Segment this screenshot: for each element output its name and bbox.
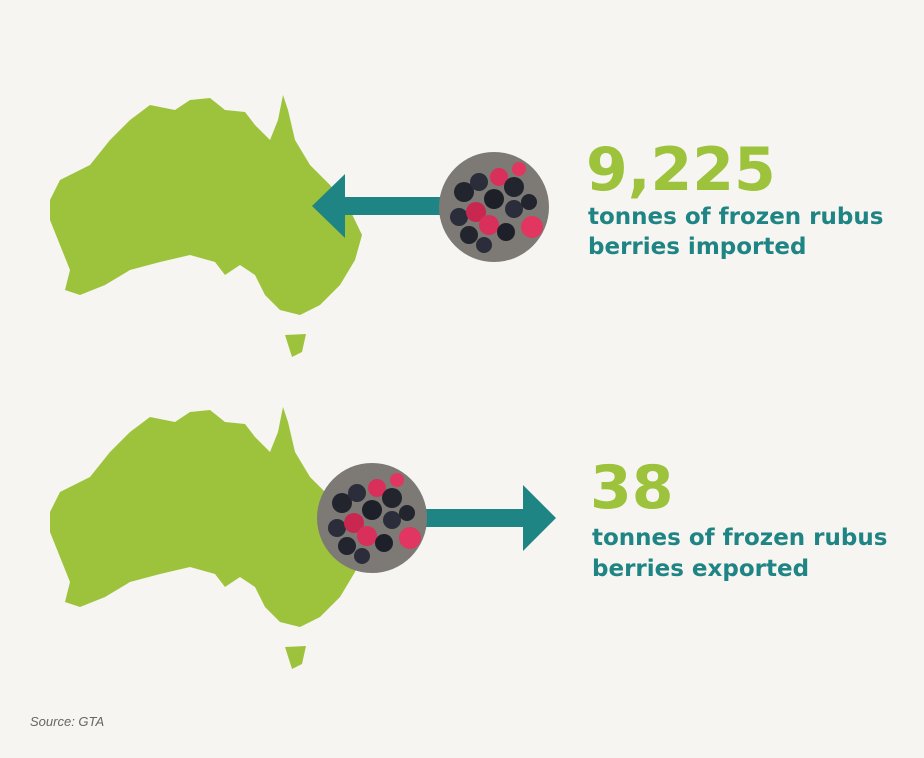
export-panel: 38 tonnes of frozen rubus berries export…: [50, 407, 887, 669]
import-label: tonnes of frozen rubus: [588, 204, 883, 230]
export-value: 38: [590, 453, 674, 523]
import-value: 9,225: [586, 135, 776, 205]
berries-photo: [317, 463, 427, 573]
source-note: Source: GTA: [30, 714, 104, 729]
arrow: [420, 509, 525, 527]
arrow: [340, 197, 445, 215]
arrow-head: [312, 174, 345, 238]
berries-photo: [439, 152, 549, 262]
australia-map: [50, 95, 362, 357]
export-label: berries exported: [592, 556, 809, 582]
export-label: tonnes of frozen rubus: [592, 525, 887, 551]
import-panel: 9,225 tonnes of frozen rubus berries imp…: [50, 95, 883, 357]
arrow-head: [523, 485, 556, 551]
australia-map: [50, 407, 362, 669]
import-label: berries imported: [588, 234, 806, 260]
